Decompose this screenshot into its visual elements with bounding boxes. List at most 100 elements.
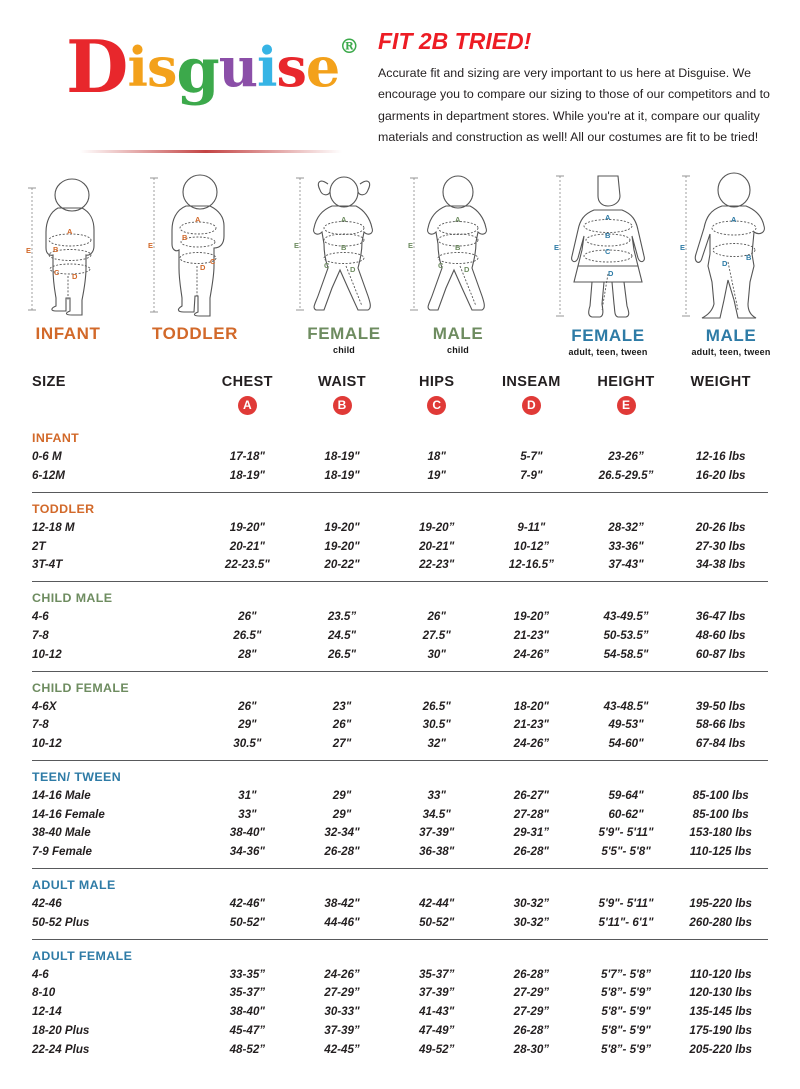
cell-height: 5'8”- 5'9” [601, 986, 652, 1000]
size-table: SIZE CHEST WAIST HIPS INSEAM HEIGHT WEIG… [0, 374, 800, 1059]
table-row: 10-12 28" 26.5" 30" 24-26” 54-58.5" 60-87 lbs [32, 646, 768, 665]
svg-text:E: E [148, 241, 153, 250]
cell-hips: 22-23" [419, 558, 455, 572]
group-header-row-infant: INFANT [32, 422, 768, 448]
cell-chest: 22-23.5" [224, 558, 270, 572]
cell-inseam: 27-29” [513, 1005, 550, 1019]
group-label-teen-tween: TEEN/ TWEEN [32, 769, 122, 784]
cell-inseam: 7-9" [520, 469, 543, 483]
cell-waist: 24.5" [327, 629, 357, 642]
cell-size: 14-16 Male [32, 788, 91, 802]
group-label-adult-male: ADULT MALE [32, 878, 116, 893]
group-separator [32, 670, 768, 672]
cell-weight: 16-20 lbs [695, 469, 746, 483]
svg-text:C: C [210, 257, 216, 266]
cell-weight: 36-47 lbs [695, 610, 746, 624]
svg-text:A: A [195, 215, 201, 224]
cell-size: 4-6 [32, 967, 49, 981]
badge-cell-waist: B [295, 396, 390, 416]
page-title: FIT 2B TRIED! [378, 28, 532, 54]
cell-size: 12-18 M [32, 520, 75, 534]
cell-height: 59-64" [608, 788, 644, 802]
cell-chest: 38-40" [229, 826, 265, 840]
badge-cell-chest: A [200, 396, 295, 416]
cell-height: 5'7”- 5'8” [601, 967, 652, 981]
svg-text:C: C [324, 261, 330, 270]
logo-letter-d: D [66, 24, 128, 109]
intro-paragraph: Accurate fit and sizing are very importa… [378, 66, 770, 144]
cell-weight: 60-87 lbs [695, 647, 746, 661]
cell-hips: 18" [427, 450, 446, 464]
group-header-row-toddler: TODDLER [32, 493, 768, 519]
figure-label-infant: INFANT [35, 324, 101, 344]
table-row: 7-9 Female 34-36" 26-28" 36-38" 26-28" 5'5"- … [32, 843, 768, 862]
cell-weight: 195-220 lbs [689, 897, 752, 911]
cell-height: 26.5-29.5” [598, 469, 654, 483]
svg-text:E: E [26, 246, 31, 255]
cell-hips: 20-21" [419, 539, 455, 553]
logo-letter-s2: s [276, 35, 307, 99]
cell-hips: 34.5" [422, 807, 451, 821]
figure-female-child: A B C D E FEMALE child [288, 170, 400, 355]
badge-cell-inseam: D [484, 396, 579, 416]
column-header-weight: WEIGHT [690, 374, 751, 391]
table-row: 10-12 30.5" 27" 32" 24-26” 54-60" 67-84 lbs [32, 735, 768, 754]
cell-height: 23-26” [608, 450, 644, 464]
cell-hips: 19-20” [418, 520, 455, 534]
figure-label-female-child: FEMALE [307, 324, 381, 344]
cell-size: 22-24 Plus [32, 1042, 90, 1056]
cell-inseam: 18-20" [513, 699, 549, 713]
cell-size: 7-9 Female [32, 845, 92, 859]
badge-a-icon: A [237, 396, 257, 416]
cell-chest: 26" [238, 610, 257, 624]
column-header-chest: CHEST [221, 374, 273, 391]
cell-size: 3T-4T [32, 558, 63, 572]
cell-waist: 29" [332, 788, 352, 802]
table-row: 4-6X 26" 23" 26.5" 18-20" 43-48.5" 39-50 lbs [32, 698, 768, 717]
cell-chest: 50-52" [229, 915, 265, 929]
red-gradient-divider [80, 150, 342, 153]
svg-text:B: B [746, 253, 752, 262]
svg-text:E: E [554, 243, 559, 252]
cell-waist: 27-29” [324, 986, 360, 1000]
cell-chest: 28" [238, 647, 257, 661]
svg-text:B: B [182, 233, 188, 242]
cell-height: 50-53.5” [603, 629, 649, 642]
svg-text:A: A [341, 215, 347, 224]
svg-text:A: A [605, 213, 611, 222]
cell-inseam: 26-28” [513, 1023, 550, 1037]
cell-height: 5'9"- 5'11" [598, 897, 654, 911]
group-header-row-adult-male: ADULT MALE [32, 869, 768, 895]
logo-letter-u: u [218, 35, 258, 99]
cell-waist: 29" [332, 807, 352, 821]
table-row: 7-8 29" 26" 30.5" 21-23" 49-53" 58-66 lbs [32, 716, 768, 735]
group-separator [32, 868, 768, 870]
registered-trademark-icon: ® [339, 34, 359, 58]
svg-text:D: D [200, 263, 206, 272]
cell-height: 5'9"- 5'11" [598, 826, 654, 840]
table-row: 6-12M 18-19" 18-19" 19" 7-9" 26.5-29.5” 16-20 … [32, 467, 768, 486]
table-row: 2T 20-21" 19-20" 20-21" 10-12” 33-36" 27-30 lb… [32, 538, 768, 557]
cell-weight: 67-84 lbs [695, 737, 746, 751]
cell-chest: 35-37” [229, 986, 266, 1000]
group-header-row-adult-female: ADULT FEMALE [32, 940, 768, 966]
cell-hips: 47-49” [418, 1023, 455, 1037]
logo-letter-e: e [305, 35, 340, 99]
cell-height: 54-58.5" [603, 647, 649, 661]
cell-waist: 26.5" [327, 647, 357, 661]
cell-weight: 175-190 lbs [689, 1023, 752, 1037]
figure-male-child: A B C D E MALE child [402, 170, 514, 355]
cell-size: 0-6 M [32, 450, 62, 464]
badge-c-icon: C [427, 396, 447, 416]
cell-inseam: 29-31” [513, 826, 550, 840]
cell-size: 4-6 [32, 610, 49, 624]
cell-height: 49-53" [608, 718, 644, 732]
cell-hips: 37-39” [418, 986, 455, 1000]
column-header-inseam: INSEAM [501, 374, 561, 391]
cell-size: 7-8 [32, 629, 49, 642]
cell-height: 54-60" [608, 737, 644, 751]
table-row: 3T-4T 22-23.5" 20-22" 22-23" 12-16.5” 37-43" 3… [32, 556, 768, 575]
svg-text:E: E [680, 243, 685, 252]
toddler-body-diagram: AB CD E [148, 174, 225, 317]
cell-inseam: 21-23" [513, 718, 549, 732]
